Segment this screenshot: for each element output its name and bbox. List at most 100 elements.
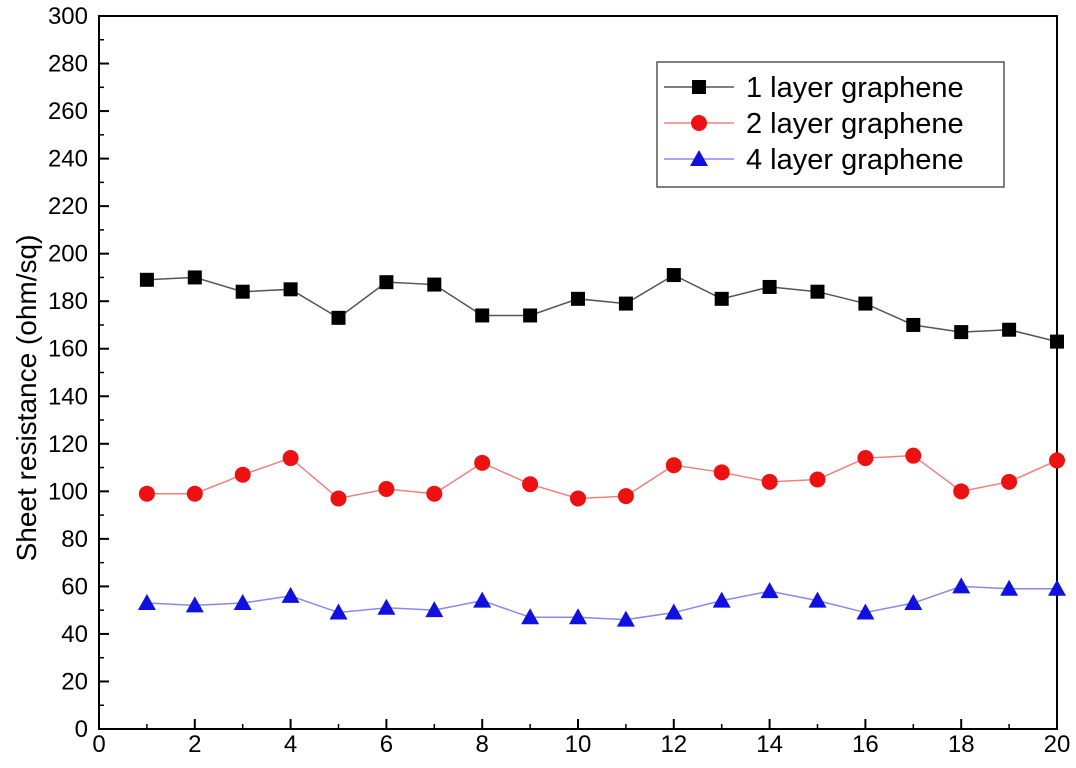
data-point bbox=[187, 270, 202, 285]
legend-marker bbox=[691, 115, 707, 131]
series-3 bbox=[137, 577, 1066, 627]
data-point bbox=[713, 464, 730, 481]
data-point bbox=[808, 591, 827, 608]
x-tick-label: 4 bbox=[284, 731, 297, 758]
data-point bbox=[809, 471, 826, 488]
data-point bbox=[330, 490, 347, 507]
data-point bbox=[906, 317, 921, 332]
x-tick-label: 12 bbox=[660, 731, 687, 758]
legend-label: 4 layer graphene bbox=[746, 144, 964, 176]
x-tick-label: 16 bbox=[852, 731, 879, 758]
series-layer bbox=[137, 268, 1066, 627]
data-point bbox=[1000, 579, 1019, 596]
data-point bbox=[283, 282, 298, 297]
data-point bbox=[571, 291, 585, 306]
y-tick-label: 220 bbox=[48, 193, 88, 220]
x-tick-label: 6 bbox=[380, 731, 393, 758]
data-point bbox=[666, 268, 681, 283]
data-point bbox=[953, 483, 970, 500]
data-point bbox=[905, 447, 922, 464]
data-point bbox=[810, 284, 825, 299]
data-point bbox=[569, 608, 587, 625]
axis-ticks bbox=[98, 15, 1058, 730]
data-point bbox=[760, 582, 779, 599]
legend-label: 2 layer graphene bbox=[746, 108, 964, 140]
data-point bbox=[714, 291, 729, 306]
data-point bbox=[762, 279, 777, 294]
x-tick-label: 0 bbox=[92, 731, 105, 758]
y-tick-label: 180 bbox=[48, 288, 88, 315]
data-point bbox=[378, 480, 395, 497]
data-point bbox=[379, 275, 394, 290]
data-point bbox=[616, 610, 635, 627]
series-line bbox=[146, 274, 1058, 343]
legend-marker bbox=[690, 150, 708, 166]
x-tick-label: 10 bbox=[565, 731, 592, 758]
data-point bbox=[665, 457, 682, 474]
data-point bbox=[856, 603, 875, 620]
legend-box bbox=[656, 61, 1005, 188]
data-point bbox=[1050, 334, 1064, 349]
data-point bbox=[282, 450, 299, 467]
data-point bbox=[954, 325, 969, 340]
y-tick-label: 280 bbox=[48, 51, 88, 78]
y-tick-label: 20 bbox=[61, 668, 88, 695]
y-tick-label: 100 bbox=[48, 478, 88, 505]
data-point bbox=[952, 577, 971, 594]
data-point bbox=[712, 591, 731, 608]
data-point bbox=[858, 296, 873, 311]
x-tick-label: 14 bbox=[756, 731, 783, 758]
data-point bbox=[1048, 579, 1066, 596]
legend-items: 1 layer graphene 2 layer graphene 4 layer … bbox=[664, 72, 964, 176]
data-point bbox=[281, 586, 300, 603]
data-point bbox=[137, 594, 156, 611]
series-line bbox=[146, 585, 1057, 621]
x-tick-label: 2 bbox=[188, 731, 201, 758]
y-tick-label: 60 bbox=[61, 573, 88, 600]
legend: 1 layer graphene 2 layer graphene 4 layer … bbox=[656, 61, 1005, 188]
y-tick-label: 300 bbox=[48, 3, 88, 30]
data-point bbox=[521, 608, 540, 625]
y-tick-label: 0 bbox=[75, 716, 88, 743]
data-point bbox=[617, 488, 634, 505]
y-tick-label: 260 bbox=[48, 98, 88, 125]
series-1 bbox=[139, 268, 1064, 349]
legend-label: 1 layer graphene bbox=[746, 72, 964, 104]
y-tick-label: 160 bbox=[48, 336, 88, 363]
data-point bbox=[523, 308, 538, 323]
y-axis-label: Sheet resistance (ohm/sq) bbox=[11, 235, 42, 562]
data-point bbox=[904, 594, 923, 611]
data-point bbox=[185, 596, 204, 613]
data-point bbox=[1002, 322, 1017, 337]
data-point bbox=[761, 473, 778, 490]
data-point bbox=[186, 485, 203, 502]
data-point bbox=[1001, 473, 1018, 490]
data-point bbox=[139, 272, 154, 287]
data-point bbox=[570, 490, 586, 507]
x-tick-label: 18 bbox=[948, 731, 975, 758]
data-point bbox=[377, 598, 396, 615]
series-line bbox=[146, 454, 1058, 500]
data-point bbox=[233, 594, 252, 611]
data-point bbox=[235, 284, 250, 299]
data-point bbox=[475, 308, 490, 323]
data-point bbox=[329, 603, 348, 620]
y-tick-label: 120 bbox=[48, 431, 88, 458]
data-point bbox=[138, 485, 155, 502]
series-2 bbox=[138, 447, 1065, 507]
data-point bbox=[1049, 452, 1065, 469]
data-point bbox=[426, 485, 443, 502]
data-point bbox=[664, 603, 683, 620]
data-point bbox=[331, 310, 346, 325]
data-point bbox=[427, 277, 442, 292]
x-tick-label: 8 bbox=[476, 731, 489, 758]
data-point bbox=[618, 296, 633, 311]
axis-tick-labels: 0 2 4 6 8 10 12 14 16 18 2002040608010012014016018… bbox=[48, 3, 1070, 758]
data-point bbox=[522, 476, 539, 493]
legend-marker bbox=[692, 80, 706, 94]
y-tick-label: 200 bbox=[48, 241, 88, 268]
y-tick-label: 140 bbox=[48, 383, 88, 410]
data-point bbox=[425, 601, 444, 618]
x-tick-label: 20 bbox=[1044, 731, 1071, 758]
